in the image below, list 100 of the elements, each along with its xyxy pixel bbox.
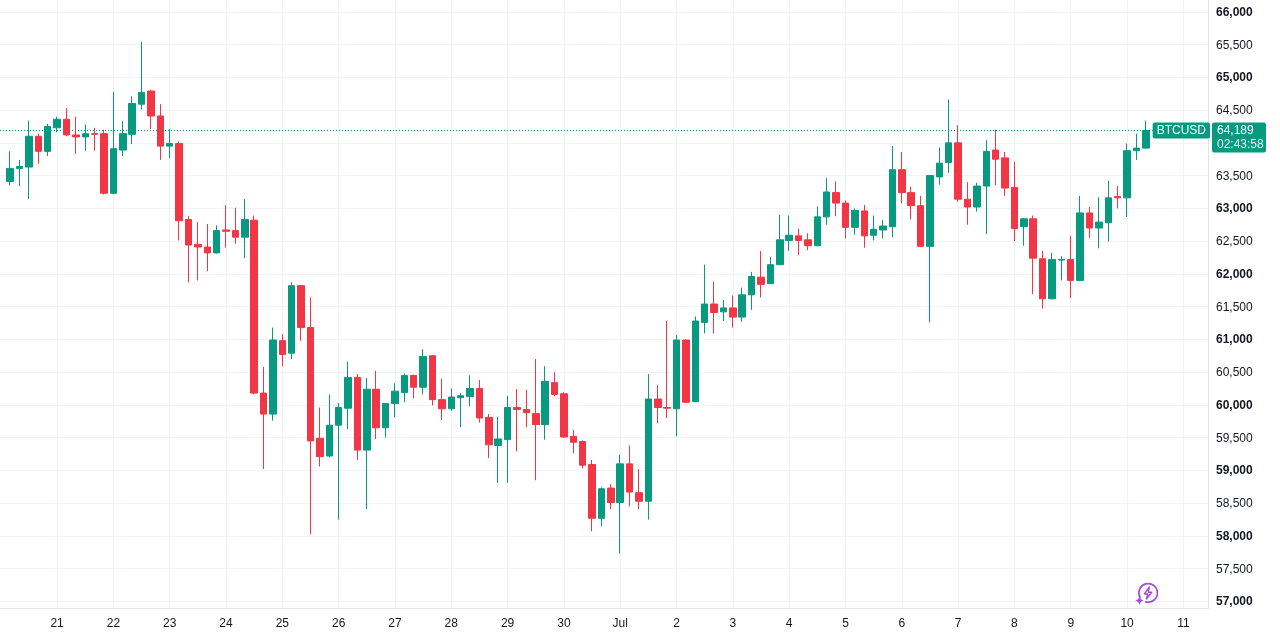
- ref-line-label: 64,189: [1217, 123, 1255, 138]
- candlestick: [157, 103, 164, 161]
- x-tick-label: 24: [219, 616, 234, 630]
- y-tick-label: 62,000: [1216, 266, 1254, 281]
- candlestick: [814, 205, 821, 247]
- candlestick: [541, 365, 549, 441]
- y-tick-label: 58,000: [1216, 528, 1254, 543]
- candlestick: [570, 429, 577, 454]
- candlestick: [692, 315, 699, 403]
- y-tick-label: 61,500: [1216, 299, 1254, 314]
- candlestick: [194, 221, 202, 281]
- x-tick-label: 11: [1177, 616, 1190, 630]
- annotation: BTCUSD: [1156, 123, 1207, 138]
- candlestick: [532, 358, 540, 481]
- candlestick: [354, 373, 361, 461]
- candlestick: [1086, 206, 1093, 239]
- candlestick: [16, 159, 23, 187]
- x-tick-label: 7: [954, 616, 962, 630]
- x-tick-label: 28: [444, 616, 459, 630]
- y-tick-label: 66,000: [1216, 4, 1254, 19]
- candlestick: [1020, 217, 1028, 247]
- candlestick: [748, 271, 755, 311]
- candlestick: [372, 370, 380, 440]
- candlestick: [297, 284, 305, 342]
- candlestick: [63, 107, 70, 137]
- x-tick-label: 27: [388, 616, 402, 630]
- candlestick: [1123, 142, 1131, 218]
- candlestick: [35, 133, 42, 165]
- candlestick: [964, 181, 971, 226]
- candlestick: [560, 391, 568, 439]
- candlestick: [1039, 250, 1046, 310]
- candlestick: [1011, 161, 1018, 242]
- candlestick: [204, 223, 211, 272]
- candlestick: [448, 388, 455, 412]
- candlestick: [382, 402, 389, 439]
- candlestick: [6, 150, 14, 186]
- x-tick-label: 21: [50, 616, 65, 630]
- x-tick-label: 3: [729, 616, 737, 630]
- candlestick: [738, 287, 746, 323]
- candlestick: [476, 379, 483, 424]
- candlestick: [851, 207, 859, 236]
- candlestick: [241, 198, 249, 259]
- x-tick-label: 29: [500, 616, 515, 630]
- candlestick: [1114, 185, 1121, 209]
- candlestick: [551, 371, 558, 397]
- candlestick: [344, 361, 352, 430]
- x-tick-label: 26: [331, 616, 346, 630]
- candlestick: [823, 177, 830, 226]
- candlestick: [729, 294, 737, 329]
- y-tick-label: 57,000: [1216, 594, 1254, 609]
- candlestick: [1105, 180, 1112, 243]
- y-tick-label: 58,500: [1216, 496, 1254, 511]
- candlestick: [879, 219, 887, 239]
- candlestick: [410, 374, 417, 399]
- candlestick: [767, 256, 774, 285]
- candlestick: [504, 395, 511, 484]
- candlestick: [926, 175, 934, 323]
- candlestick: [363, 377, 371, 510]
- candlestick: [100, 129, 108, 196]
- candlestick: [635, 468, 643, 510]
- candlestick: [626, 445, 633, 507]
- candlestick: [485, 413, 493, 459]
- candlestick: [260, 366, 267, 470]
- candlestick: [579, 439, 586, 469]
- candlestick: [936, 146, 943, 186]
- x-tick-label: 22: [106, 616, 121, 630]
- y-tick-label: 61,000: [1216, 332, 1254, 347]
- candlestick: [804, 232, 812, 251]
- candlestick: [513, 388, 521, 452]
- candlestick: [494, 416, 502, 484]
- x-tick-label: 30: [557, 616, 571, 630]
- candlestick: [250, 215, 258, 395]
- candlestick: [147, 89, 155, 130]
- candlestick: [438, 378, 446, 421]
- x-tick-label: 25: [275, 616, 290, 630]
- x-tick-label: 6: [898, 616, 906, 630]
- candlestick: [954, 124, 962, 203]
- candlestick: [710, 281, 718, 334]
- y-tick-label: 65,500: [1216, 37, 1254, 52]
- candlestick: [645, 373, 652, 521]
- candlestick: [213, 224, 220, 255]
- x-tick-label: 2: [673, 616, 681, 630]
- candlestick: [279, 333, 286, 367]
- y-tick-label: 63,500: [1216, 168, 1254, 183]
- candlestick: [861, 204, 868, 249]
- y-tick-label: 59,500: [1216, 430, 1254, 445]
- candlestick: [138, 41, 145, 110]
- candlestick: [316, 407, 324, 467]
- candlestick: [870, 215, 877, 241]
- candlestick: [288, 281, 295, 360]
- candlestick: [973, 182, 981, 213]
- y-tick-label: 59,000: [1216, 463, 1254, 478]
- candlestick: [795, 228, 802, 256]
- candlestick: [598, 486, 605, 527]
- candlestick: [222, 204, 230, 249]
- y-tick-label: 65,000: [1216, 70, 1254, 85]
- candlestick: [1133, 133, 1140, 161]
- candlestick: [673, 334, 680, 437]
- candlestick: [917, 195, 924, 248]
- x-tick-label: 5: [842, 616, 850, 630]
